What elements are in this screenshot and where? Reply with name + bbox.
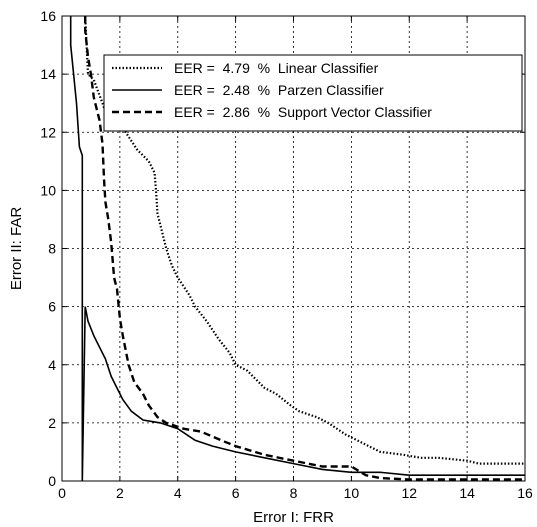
legend-label-0: EER = 4.79 % Linear Classifier (174, 60, 379, 76)
x-tick-label-3: 6 (232, 485, 240, 501)
y-tick-label-2: 4 (48, 357, 56, 373)
axis-ticks: 0 2 4 6 8 10 12 14 16 0 2 4 6 8 10 12 14 16 (40, 8, 533, 501)
x-tick-label-4: 8 (290, 485, 298, 501)
y-axis-title: Error II: FAR (8, 207, 25, 291)
y-tick-label-3: 6 (48, 299, 56, 315)
x-tick-label-5: 10 (344, 485, 360, 501)
x-tick-label-6: 12 (401, 485, 417, 501)
y-tick-label-7: 14 (40, 66, 56, 82)
y-tick-label-0: 0 (48, 473, 56, 489)
y-tick-label-8: 16 (40, 8, 56, 24)
x-tick-label-1: 2 (116, 485, 124, 501)
series-lines (69, 15, 525, 482)
series-line-linear-classifier (84, 15, 525, 465)
series-line-support-vector-classifier (84, 16, 525, 481)
series-line-parzen-classifier (69, 16, 525, 482)
x-tick-label-0: 0 (58, 485, 66, 501)
x-tick-label-7: 14 (459, 485, 475, 501)
legend-label-1: EER = 2.48 % Parzen Classifier (174, 82, 384, 98)
y-tick-label-1: 2 (48, 415, 56, 431)
legend-label-2: EER = 2.86 % Support Vector Classifier (174, 104, 432, 120)
x-axis-title: Error I: FRR (253, 509, 334, 526)
y-tick-label-5: 10 (40, 182, 56, 198)
legend-box (103, 54, 523, 132)
x-tick-label-2: 4 (174, 485, 182, 501)
y-tick-label-6: 12 (40, 124, 56, 140)
y-tick-label-4: 8 (48, 241, 56, 257)
legend: EER = 4.79 % Linear Classifier EER = 2.48… (103, 54, 523, 132)
x-tick-label-8: 16 (517, 485, 533, 501)
